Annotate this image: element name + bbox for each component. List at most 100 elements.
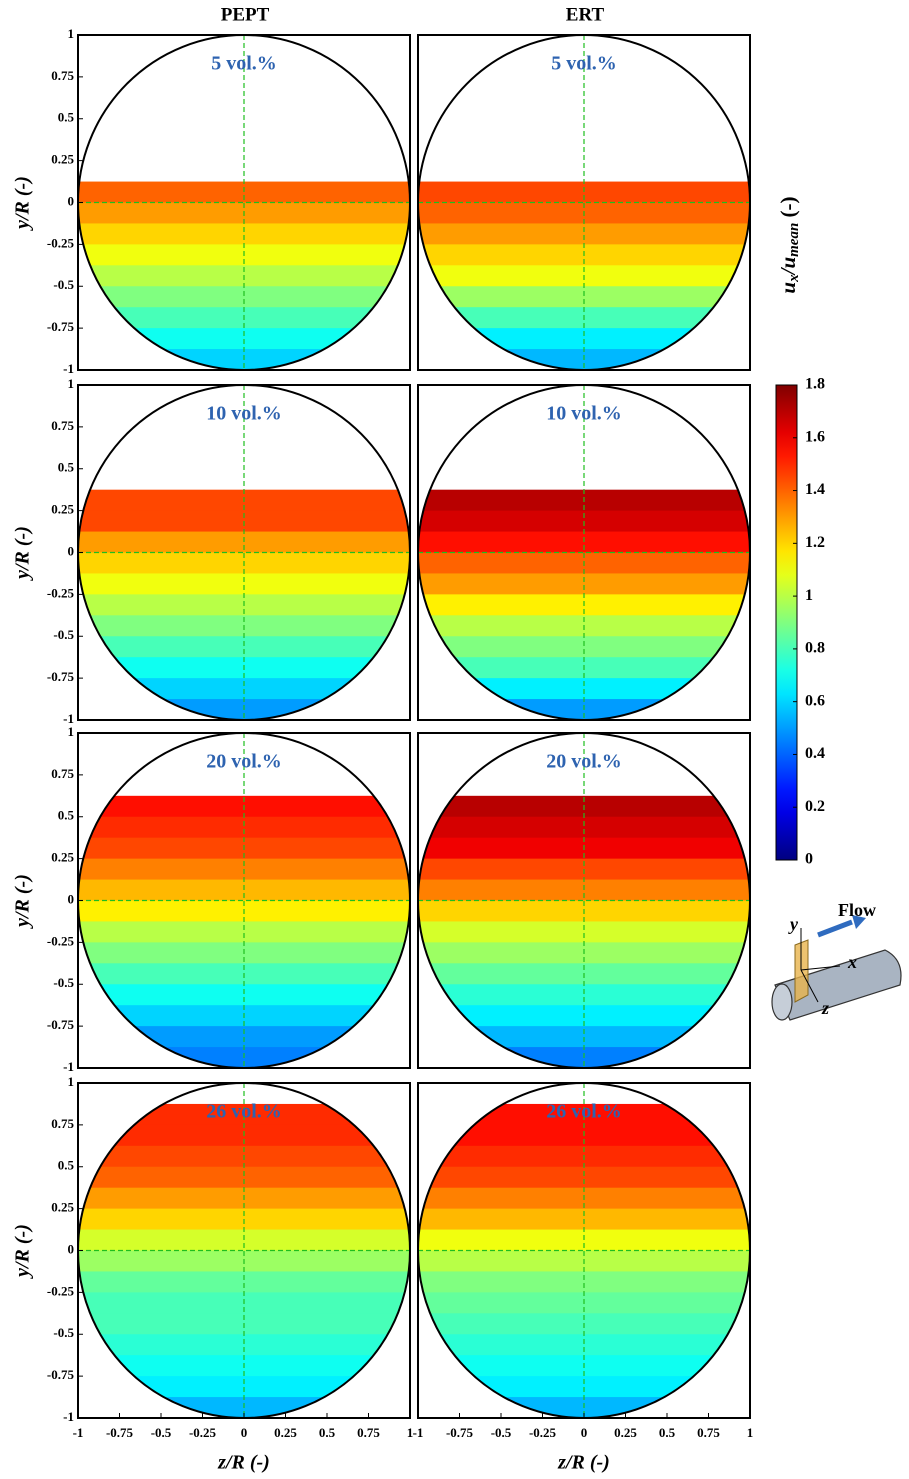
cell (78, 984, 410, 1006)
colorbar-tick-label: 0.6 (805, 692, 825, 709)
cell (78, 223, 410, 245)
y-tick-label: 0.75 (51, 68, 74, 83)
y-tick-label: 0.5 (58, 808, 75, 823)
heatmap (418, 795, 750, 1068)
y-tick-label: -0.25 (47, 235, 75, 250)
x-tick-label: 1 (747, 1425, 754, 1440)
panel-title: 26 vol.% (546, 1101, 622, 1123)
y-axis-label: y/R (-) (12, 874, 34, 929)
y-tick-label: 0 (68, 1241, 75, 1256)
x-tick-label: 0.25 (614, 1425, 637, 1440)
axis-label: z (821, 998, 829, 1018)
cell (78, 879, 410, 902)
y-tick-label: 1 (68, 26, 75, 41)
colorbar-tick-label: 0.4 (805, 745, 825, 762)
cell (418, 328, 750, 350)
colorbar-tick-label: 1.4 (805, 481, 825, 498)
x-tick-label: 0 (581, 1425, 588, 1440)
y-tick-label: -1 (63, 361, 74, 376)
flow-diagram: Flow x y z (771, 900, 902, 1021)
y-tick-label: -0.75 (47, 1367, 75, 1382)
x-tick-label: 0.5 (659, 1425, 676, 1440)
cell (418, 921, 750, 943)
x-tick-label: -0.5 (491, 1425, 512, 1440)
y-tick-label: 0.25 (51, 1200, 74, 1215)
panel-title: 5 vol.% (211, 53, 277, 75)
colorbar-label-part: (-) (776, 196, 800, 222)
cell (78, 1229, 410, 1252)
y-tick-label: 1 (68, 724, 75, 739)
panel-title: 10 vol.% (546, 403, 622, 425)
panel-title: 10 vol.% (206, 403, 282, 425)
x-tick-label: 0.75 (357, 1425, 380, 1440)
y-tick-label: -1 (63, 711, 74, 726)
y-tick-label: -0.25 (47, 585, 75, 600)
y-tick-label: -0.75 (47, 1017, 75, 1032)
x-tick-label: -1 (413, 1425, 424, 1440)
cell (418, 1026, 750, 1048)
cell (418, 1166, 750, 1189)
cell (78, 678, 410, 700)
pipe (774, 949, 902, 1021)
y-tick-label: 0.75 (51, 766, 74, 781)
y-tick-label: 1 (68, 376, 75, 391)
cell (78, 531, 410, 554)
y-axis-label: y/R (-) (12, 176, 34, 231)
colorbar-label-part: /u (776, 257, 800, 277)
y-tick-label: -0.5 (53, 975, 74, 990)
cell (78, 573, 410, 595)
cell (418, 879, 750, 902)
panel-frame (417, 732, 751, 1069)
column-title: PEPT (221, 4, 270, 25)
x-tick-label: -0.75 (446, 1425, 474, 1440)
y-tick-label: -0.75 (47, 319, 75, 334)
y-tick-label: -1 (63, 1409, 74, 1424)
cell (418, 223, 750, 245)
cell (78, 1376, 410, 1398)
y-tick-label: -0.25 (47, 1283, 75, 1298)
y-tick-label: 0.5 (58, 110, 75, 125)
y-tick-label: 0.25 (51, 850, 74, 865)
colorbar (775, 384, 798, 861)
flow-arrow (817, 919, 853, 938)
panel-title: 26 vol.% (206, 1101, 282, 1123)
panel-frame (417, 34, 751, 371)
cell (78, 1166, 410, 1189)
axis-z (800, 969, 819, 1003)
cell (418, 984, 750, 1006)
cell (78, 1334, 410, 1356)
cell (418, 678, 750, 700)
cell (418, 286, 750, 308)
cell (418, 636, 750, 658)
y-tick-label: 0.75 (51, 418, 74, 433)
cell (78, 1271, 410, 1293)
x-tick-label: 0.5 (319, 1425, 336, 1440)
y-tick-label: -0.5 (53, 627, 74, 642)
y-tick-label: -0.5 (53, 277, 74, 292)
y-tick-label: 0.25 (51, 502, 74, 517)
cell (418, 1376, 750, 1398)
y-tick-label: 0 (68, 891, 75, 906)
x-tick-label: -0.25 (529, 1425, 557, 1440)
panel-title: 20 vol.% (546, 751, 622, 773)
x-tick-label: 0.25 (274, 1425, 297, 1440)
y-tick-label: 0.25 (51, 152, 74, 167)
cell (418, 531, 750, 554)
axis-x (800, 965, 841, 971)
y-tick-label: -1 (63, 1059, 74, 1074)
column-title: ERT (566, 4, 605, 25)
colorbar-tick-label: 0 (805, 851, 813, 868)
y-tick-label: -0.25 (47, 933, 75, 948)
y-axis-label: y/R (-) (12, 526, 34, 581)
colorbar-label: ux/umean (-) (776, 196, 803, 293)
cell (418, 181, 750, 204)
colorbar-label-part: u (776, 282, 800, 294)
x-tick-label: 0.75 (697, 1425, 720, 1440)
cell (78, 1103, 410, 1126)
y-axis-label: y/R (-) (12, 1224, 34, 1279)
colorbar-tick-label: 0.8 (805, 640, 825, 657)
colorbar-tick-label: 1.6 (805, 428, 825, 445)
cell (78, 816, 410, 839)
